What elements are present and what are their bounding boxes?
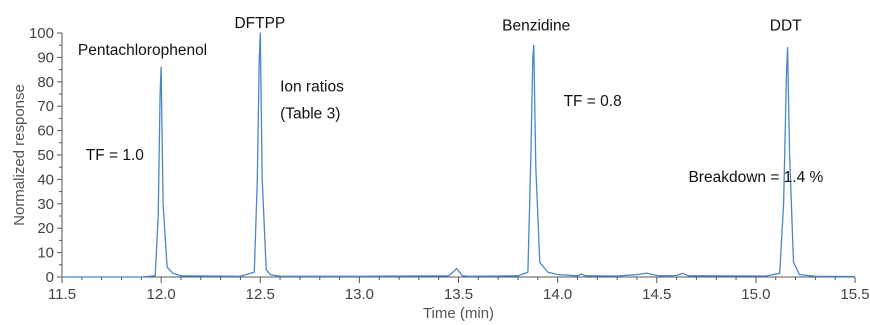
x-axis-title: Time (min) (423, 305, 494, 322)
y-axis-title: Normalized response (11, 84, 28, 226)
y-tick-label: 100 (29, 25, 54, 42)
y-tick-label: 70 (37, 98, 54, 115)
y-tick-label: 60 (37, 123, 54, 140)
peak-annotation: TF = 0.8 (564, 93, 622, 110)
y-tick-label: 50 (37, 147, 54, 164)
x-tick-label: 13.0 (345, 286, 374, 303)
peak-annotation: Breakdown = 1.4 % (688, 169, 823, 186)
y-tick-label: 80 (37, 74, 54, 91)
x-tick-label: 13.5 (444, 286, 473, 303)
x-tick-label: 14.0 (543, 286, 572, 303)
peak-annotation: (Table 3) (280, 105, 340, 122)
x-tick-label: 12.5 (246, 286, 275, 303)
y-tick-label: 0 (46, 269, 54, 286)
x-tick-label: 11.5 (48, 286, 76, 303)
chromatogram-trace (62, 32, 856, 278)
peak-annotations: Pentachlorophenol DFTPP Benzidine DDT Ion ra… (78, 15, 824, 186)
peak-annotation: Benzidine (502, 18, 570, 35)
peak-annotation: Ion ratios (280, 79, 344, 96)
peak-annotation: DFTPP (234, 15, 285, 32)
y-tick-label: 90 (37, 49, 54, 66)
y-axis-ticks: 0 10 20 30 40 50 60 70 80 90 100 (29, 25, 62, 286)
y-tick-label: 40 (37, 171, 54, 188)
x-axis-ticks: 11.5 12.0 12.5 13.0 13.5 14.0 14.5 15.0 15.5 (48, 277, 870, 303)
y-tick-label: 20 (37, 220, 54, 237)
peak-annotation: TF = 1.0 (86, 147, 145, 164)
x-tick-label: 15.5 (840, 286, 869, 303)
x-tick-label: 15.0 (741, 286, 770, 303)
peak-annotation: DDT (770, 18, 802, 35)
x-tick-label: 12.0 (147, 286, 176, 303)
y-tick-label: 10 (37, 245, 54, 262)
x-tick-label: 14.5 (642, 286, 671, 303)
peak-annotation: Pentachlorophenol (78, 42, 207, 59)
y-tick-label: 30 (37, 196, 54, 213)
